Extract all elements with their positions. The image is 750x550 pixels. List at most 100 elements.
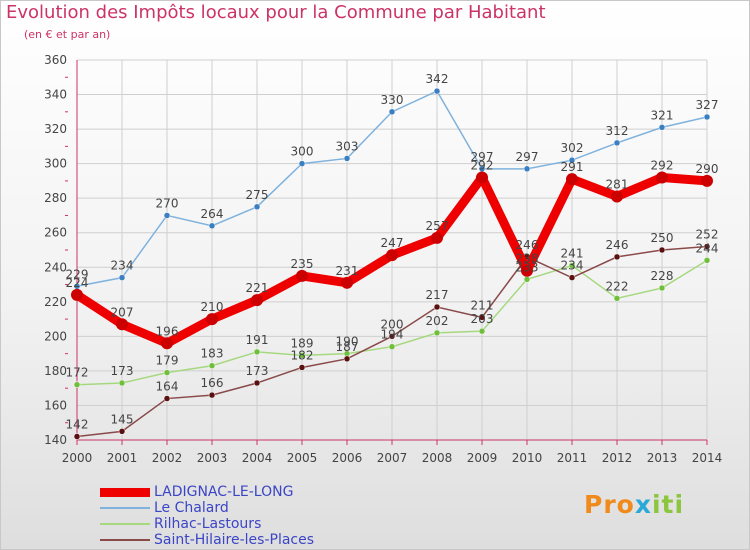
series-point-0	[161, 337, 173, 350]
data-label-1: 264	[201, 207, 224, 221]
data-label-3: 250	[651, 231, 674, 245]
data-label-2: 190	[336, 335, 359, 349]
data-label-2: 228	[651, 269, 674, 283]
data-label-3: 234	[561, 259, 584, 273]
data-label-3: 142	[66, 418, 89, 432]
axis-layer: 140 160 180 200 220 240 260 280 300 320 340 360 2000…	[44, 53, 722, 465]
series-point-0	[341, 276, 353, 289]
x-tick-label: 2013	[647, 451, 678, 465]
legend-swatch	[100, 523, 150, 525]
data-label-3: 217	[426, 288, 449, 302]
series-point-3	[658, 246, 666, 254]
series-point-3	[703, 243, 711, 250]
series-point-1	[613, 139, 621, 147]
data-label-3: 211	[471, 298, 494, 312]
chart-subtitle: (en € et par an)	[24, 28, 111, 41]
x-tick-label: 2001	[107, 451, 138, 465]
data-label-2: 241	[561, 247, 584, 261]
series-point-0	[521, 264, 533, 277]
series-point-3	[253, 379, 261, 387]
data-label-1: 312	[606, 124, 629, 138]
series-point-0	[611, 190, 623, 203]
x-tick-label: 2006	[332, 451, 363, 465]
y-tick-label: 300	[44, 157, 67, 171]
series-point-1	[118, 274, 126, 281]
data-label-0: 281	[606, 177, 629, 191]
series-point-1	[658, 124, 666, 131]
data-label-0: 224	[66, 276, 89, 290]
data-label-1: 297	[516, 150, 539, 164]
series-point-1	[433, 87, 441, 95]
chart-title: Evolution des Impôts locaux pour la Comm…	[6, 2, 546, 23]
x-tick-label: 2004	[242, 451, 273, 465]
series-point-3	[568, 274, 576, 281]
data-label-2: 183	[201, 347, 224, 361]
data-label-3: 252	[696, 228, 719, 242]
y-tick-label: 340	[44, 88, 67, 102]
x-tick-label: 2009	[467, 451, 498, 465]
series-point-2	[613, 295, 621, 302]
series-point-1	[343, 155, 351, 162]
y-tick-label: 320	[44, 122, 67, 136]
data-label-3: 173	[246, 364, 269, 378]
data-label-0: 231	[336, 264, 359, 278]
data-label-3: 246	[516, 238, 539, 252]
series-point-1	[298, 160, 306, 167]
series-point-1	[568, 156, 576, 164]
legend-label: Saint-Hilaire-les-Places	[154, 532, 315, 548]
series-point-0	[476, 171, 488, 184]
series-point-3	[433, 303, 441, 311]
x-tick-label: 2002	[152, 451, 183, 465]
x-tick-label: 2008	[422, 451, 453, 465]
series-point-2	[658, 284, 666, 292]
series-point-1	[208, 222, 216, 230]
data-label-3: 164	[156, 380, 179, 394]
series-point-3	[118, 428, 126, 435]
series-point-1	[163, 212, 171, 219]
brand-part-2: x	[634, 490, 652, 519]
data-label-0: 221	[246, 281, 269, 295]
data-label-0: 207	[111, 305, 134, 319]
series-point-1	[253, 203, 261, 211]
y-tick-label: 160	[44, 398, 67, 412]
series-point-3	[208, 391, 216, 399]
series-point-3	[298, 364, 306, 371]
data-label-0: 247	[381, 236, 404, 250]
data-label-1: 342	[426, 72, 449, 86]
brand-logo: Proxiti	[584, 490, 684, 519]
x-tick-label: 2011	[557, 451, 588, 465]
x-tick-label: 2014	[692, 451, 723, 465]
series-point-2	[433, 329, 441, 337]
series-point-0	[656, 171, 668, 184]
series-point-0	[566, 173, 578, 186]
y-tick-label: 220	[44, 295, 67, 309]
data-label-2: 222	[606, 279, 629, 293]
x-tick-label: 2010	[512, 451, 543, 465]
series-point-2	[208, 362, 216, 369]
y-tick-label: 180	[44, 364, 67, 378]
series-point-2	[568, 262, 576, 269]
data-label-1: 300	[291, 145, 314, 159]
data-label-layer: 224 207 196 210 221 235 231 247 257 292 238 291 281 2…	[66, 72, 719, 431]
x-tick-label: 2005	[287, 451, 318, 465]
series-layer	[71, 87, 713, 440]
series-point-0	[116, 318, 128, 331]
series-point-2	[298, 352, 306, 359]
data-label-2: 203	[471, 312, 494, 326]
x-tick-label: 2007	[377, 451, 408, 465]
series-point-0	[71, 288, 83, 301]
series-point-0	[206, 313, 218, 326]
y-tick-label: 280	[44, 191, 67, 205]
data-label-1: 321	[651, 108, 674, 122]
legend-swatch	[100, 487, 150, 497]
data-label-3: 166	[201, 376, 224, 390]
data-label-3: 246	[606, 238, 629, 252]
data-label-2: 173	[111, 364, 134, 378]
data-label-1: 270	[156, 196, 179, 210]
series-point-3	[73, 433, 81, 440]
data-label-1: 275	[246, 188, 269, 202]
brand-part-3: iti	[651, 490, 685, 519]
data-label-0: 292	[471, 158, 494, 172]
y-tick-label: 240	[44, 260, 67, 274]
